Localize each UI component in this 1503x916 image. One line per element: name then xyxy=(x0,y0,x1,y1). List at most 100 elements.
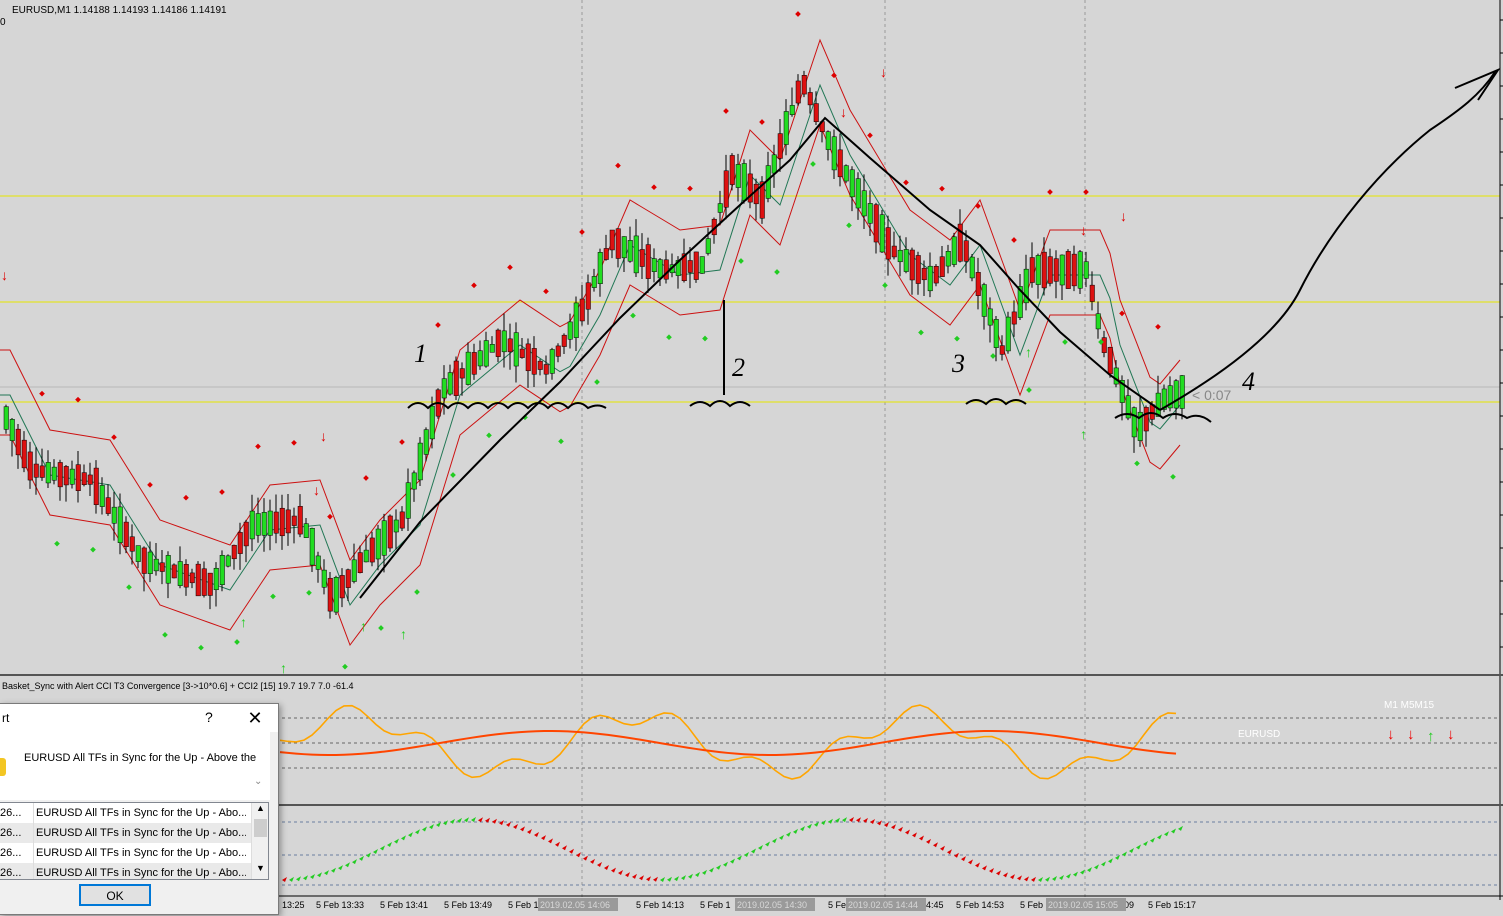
candle-body xyxy=(1029,257,1035,283)
candle-body xyxy=(789,105,795,115)
candle-body xyxy=(555,345,561,357)
tf-arrow-down-icon: ↓ xyxy=(1387,726,1395,743)
sync-down-flag-icon xyxy=(618,870,623,876)
time-label: 5 Feb 13:49 xyxy=(444,900,492,910)
sell-arrow-icon: ↓ xyxy=(1120,208,1127,224)
candle-body xyxy=(759,181,765,219)
list-item[interactable]: 26... EURUSD All TFs in Sync for the Up … xyxy=(0,863,268,879)
sync-down-flag-icon xyxy=(632,873,637,879)
sync-down-flag-icon xyxy=(499,820,504,826)
list-scrollbar[interactable]: ▲ ▼ xyxy=(251,803,268,879)
wave-label-3: 3 xyxy=(951,349,965,378)
candle-body xyxy=(549,349,555,374)
close-icon[interactable]: ✕ xyxy=(247,708,263,728)
candle-body xyxy=(825,131,831,150)
candle-body xyxy=(507,338,513,353)
sync-down-flag-icon xyxy=(562,845,567,851)
sync-pane[interactable] xyxy=(0,817,1500,886)
buy-dot-icon xyxy=(54,540,60,547)
sell-dot-icon xyxy=(1083,189,1089,195)
buy-dot-icon xyxy=(666,334,672,341)
list-item[interactable]: 26... EURUSD All TFs in Sync for the Up … xyxy=(0,823,268,843)
candle-body xyxy=(645,244,651,279)
sell-dot-icon xyxy=(507,264,513,271)
sync-down-flag-icon xyxy=(1017,875,1022,881)
candle-body xyxy=(879,214,885,253)
sync-down-flag-icon xyxy=(849,817,854,823)
scroll-up-icon[interactable]: ▲ xyxy=(256,803,265,813)
time-label: 5 Feb 15:17 xyxy=(1148,900,1196,910)
sync-up-flag-icon xyxy=(1150,837,1155,843)
candle-body xyxy=(411,472,417,490)
sync-up-flag-icon xyxy=(317,872,322,878)
sync-down-flag-icon xyxy=(870,818,875,824)
sync-up-flag-icon xyxy=(1094,864,1099,870)
candle-body xyxy=(483,340,489,367)
candle-body xyxy=(531,348,537,375)
candle-body xyxy=(423,429,429,455)
list-item-text: EURUSD All TFs in Sync for the Up - Abo.… xyxy=(36,827,246,839)
sync-down-flag-icon xyxy=(947,849,952,855)
alert-message: EURUSD All TFs in Sync for the Up - Abov… xyxy=(24,752,257,764)
list-item[interactable]: 26... EURUSD All TFs in Sync for the Up … xyxy=(0,843,268,863)
candle-body xyxy=(1077,251,1083,289)
sell-arrow-icon: ↓ xyxy=(1080,222,1087,238)
sync-down-flag-icon xyxy=(541,835,546,841)
scroll-thumb[interactable] xyxy=(254,819,267,837)
alert-history-list[interactable]: 26... EURUSD All TFs in Sync for the Up … xyxy=(0,802,269,880)
candle-body xyxy=(465,351,471,385)
sync-up-flag-icon xyxy=(835,817,840,823)
sync-down-flag-icon xyxy=(961,856,966,862)
vertical-grid xyxy=(581,0,1086,900)
dialog-titlebar[interactable]: rt ? ✕ xyxy=(0,704,278,732)
sync-down-flag-icon xyxy=(569,848,574,854)
ok-button[interactable]: OK xyxy=(79,884,151,906)
candle-body xyxy=(375,528,381,560)
sell-dot-icon xyxy=(723,108,729,114)
time-overlay-bg xyxy=(538,898,618,911)
main-chart-pane[interactable] xyxy=(0,0,1503,674)
sync-up-flag-icon xyxy=(1052,876,1057,882)
sell-dot-icon xyxy=(75,396,81,403)
time-label: 4:45 xyxy=(926,900,944,910)
help-icon[interactable]: ? xyxy=(205,709,213,725)
candle-body xyxy=(1005,316,1011,352)
candle-body xyxy=(75,464,81,491)
chevron-down-icon[interactable]: ⌄ xyxy=(254,776,263,787)
wave-labels: 1 2 3 4 xyxy=(414,339,1255,396)
candle-body xyxy=(657,259,663,279)
alert-message-area: EURUSD All TFs in Sync for the Up - Abov… xyxy=(0,732,270,800)
sync-up-flag-icon xyxy=(1045,876,1050,882)
buy-dot-icon xyxy=(990,353,996,359)
tf-header: M1 M5M15 xyxy=(1384,700,1434,711)
candle-body xyxy=(591,276,597,288)
cci-pane[interactable]: Basket_Sync with Alert CCI T3 Convergenc… xyxy=(0,681,1500,780)
candle-body xyxy=(117,506,123,543)
sync-down-flag-icon xyxy=(576,852,581,858)
sync-up-flag-icon xyxy=(800,826,805,832)
sync-up-flag-icon xyxy=(415,829,420,835)
candle-body xyxy=(111,506,117,524)
sync-up-flag-icon xyxy=(331,867,336,873)
candle-body xyxy=(351,559,357,582)
buy-arrow-icon: ↑ xyxy=(1080,426,1087,442)
scroll-down-icon[interactable]: ▼ xyxy=(256,863,265,873)
buy-dot-icon xyxy=(486,432,492,439)
buy-dot-icon xyxy=(1134,460,1140,467)
sell-dot-icon xyxy=(219,489,225,495)
sell-arrow-icon: ↓ xyxy=(320,428,327,444)
time-overlay-label: 2019.02.05 15:05 xyxy=(1048,900,1118,910)
list-item[interactable]: 26... EURUSD All TFs in Sync for the Up … xyxy=(0,803,268,823)
candle-body xyxy=(567,321,573,340)
sync-up-flag-icon xyxy=(695,871,700,877)
candle-body xyxy=(141,547,147,574)
alert-dialog[interactable]: rt ? ✕ EURUSD All TFs in Sync for the Up… xyxy=(0,703,279,915)
sync-down-flag-icon xyxy=(485,817,490,823)
candle-body xyxy=(999,345,1005,355)
candle-body xyxy=(831,136,837,171)
candle-body xyxy=(783,111,789,145)
buy-dot-icon xyxy=(198,644,204,651)
sync-down-flag-icon xyxy=(933,842,938,848)
sync-down-flag-icon xyxy=(555,841,560,847)
